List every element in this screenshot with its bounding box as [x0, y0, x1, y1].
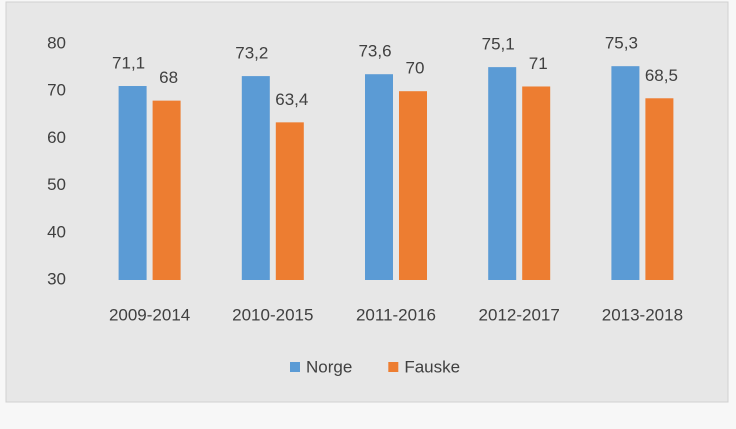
y-tick-label: 60	[47, 128, 66, 147]
x-tick-label: 2012-2017	[479, 305, 560, 324]
bar	[488, 67, 517, 281]
data-label: 73,6	[358, 42, 391, 61]
data-label: 70	[406, 59, 425, 78]
y-tick-label: 70	[47, 81, 66, 100]
x-tick-label: 2010-2015	[232, 305, 313, 324]
data-label: 68	[159, 68, 178, 87]
bar	[399, 91, 427, 280]
y-tick-label: 80	[47, 33, 66, 52]
bar	[275, 122, 304, 281]
data-label: 75,3	[605, 34, 638, 53]
legend-label: Norge	[306, 357, 352, 376]
bar	[118, 86, 147, 281]
bar	[611, 66, 640, 281]
x-tick-label: 2013-2018	[602, 305, 683, 324]
y-tick-label: 30	[47, 269, 66, 288]
data-label: 73,2	[235, 44, 268, 63]
legend-swatch	[290, 362, 300, 372]
bar	[645, 98, 674, 280]
bar	[152, 100, 181, 280]
data-label: 75,1	[482, 35, 515, 54]
x-tick-label: 2009-2014	[109, 305, 190, 324]
y-tick-label: 50	[47, 175, 66, 194]
bar	[522, 86, 551, 280]
data-label: 68,5	[645, 66, 678, 85]
bar	[241, 76, 270, 280]
legend-label: Fauske	[404, 357, 460, 376]
data-label: 63,4	[275, 90, 308, 109]
x-tick-label: 2011-2016	[356, 305, 436, 324]
y-tick-label: 40	[47, 222, 66, 241]
bar	[365, 74, 393, 280]
data-label: 71,1	[112, 53, 145, 72]
legend-swatch	[388, 362, 399, 372]
data-label: 71	[529, 54, 548, 73]
